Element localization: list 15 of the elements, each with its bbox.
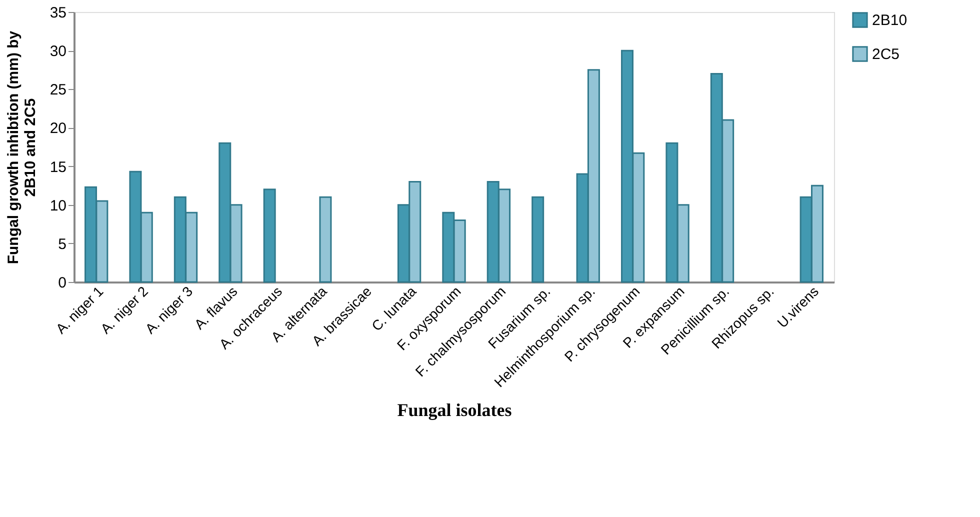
y-tick-label: 20: [50, 120, 66, 138]
y-tick-label: 15: [50, 158, 66, 176]
bar: [319, 196, 332, 283]
x-axis-title: Fungal isolates: [397, 400, 512, 420]
y-tick-label: 25: [50, 82, 66, 99]
y-tick-label: 10: [50, 197, 66, 214]
y-tick-label: 35: [50, 4, 66, 22]
y-tick-label: 5: [58, 236, 66, 253]
y-tick-label: 0: [58, 274, 66, 292]
y-tick-label: 30: [50, 43, 66, 60]
bar: [532, 196, 544, 283]
bar: [263, 188, 276, 283]
legend-label: 2B10: [872, 12, 908, 29]
legend-label: 2C5: [872, 46, 900, 63]
y-axis-title: Fungal growth inhibtion (mm) by 2B10 and 2C5: [4, 30, 39, 264]
